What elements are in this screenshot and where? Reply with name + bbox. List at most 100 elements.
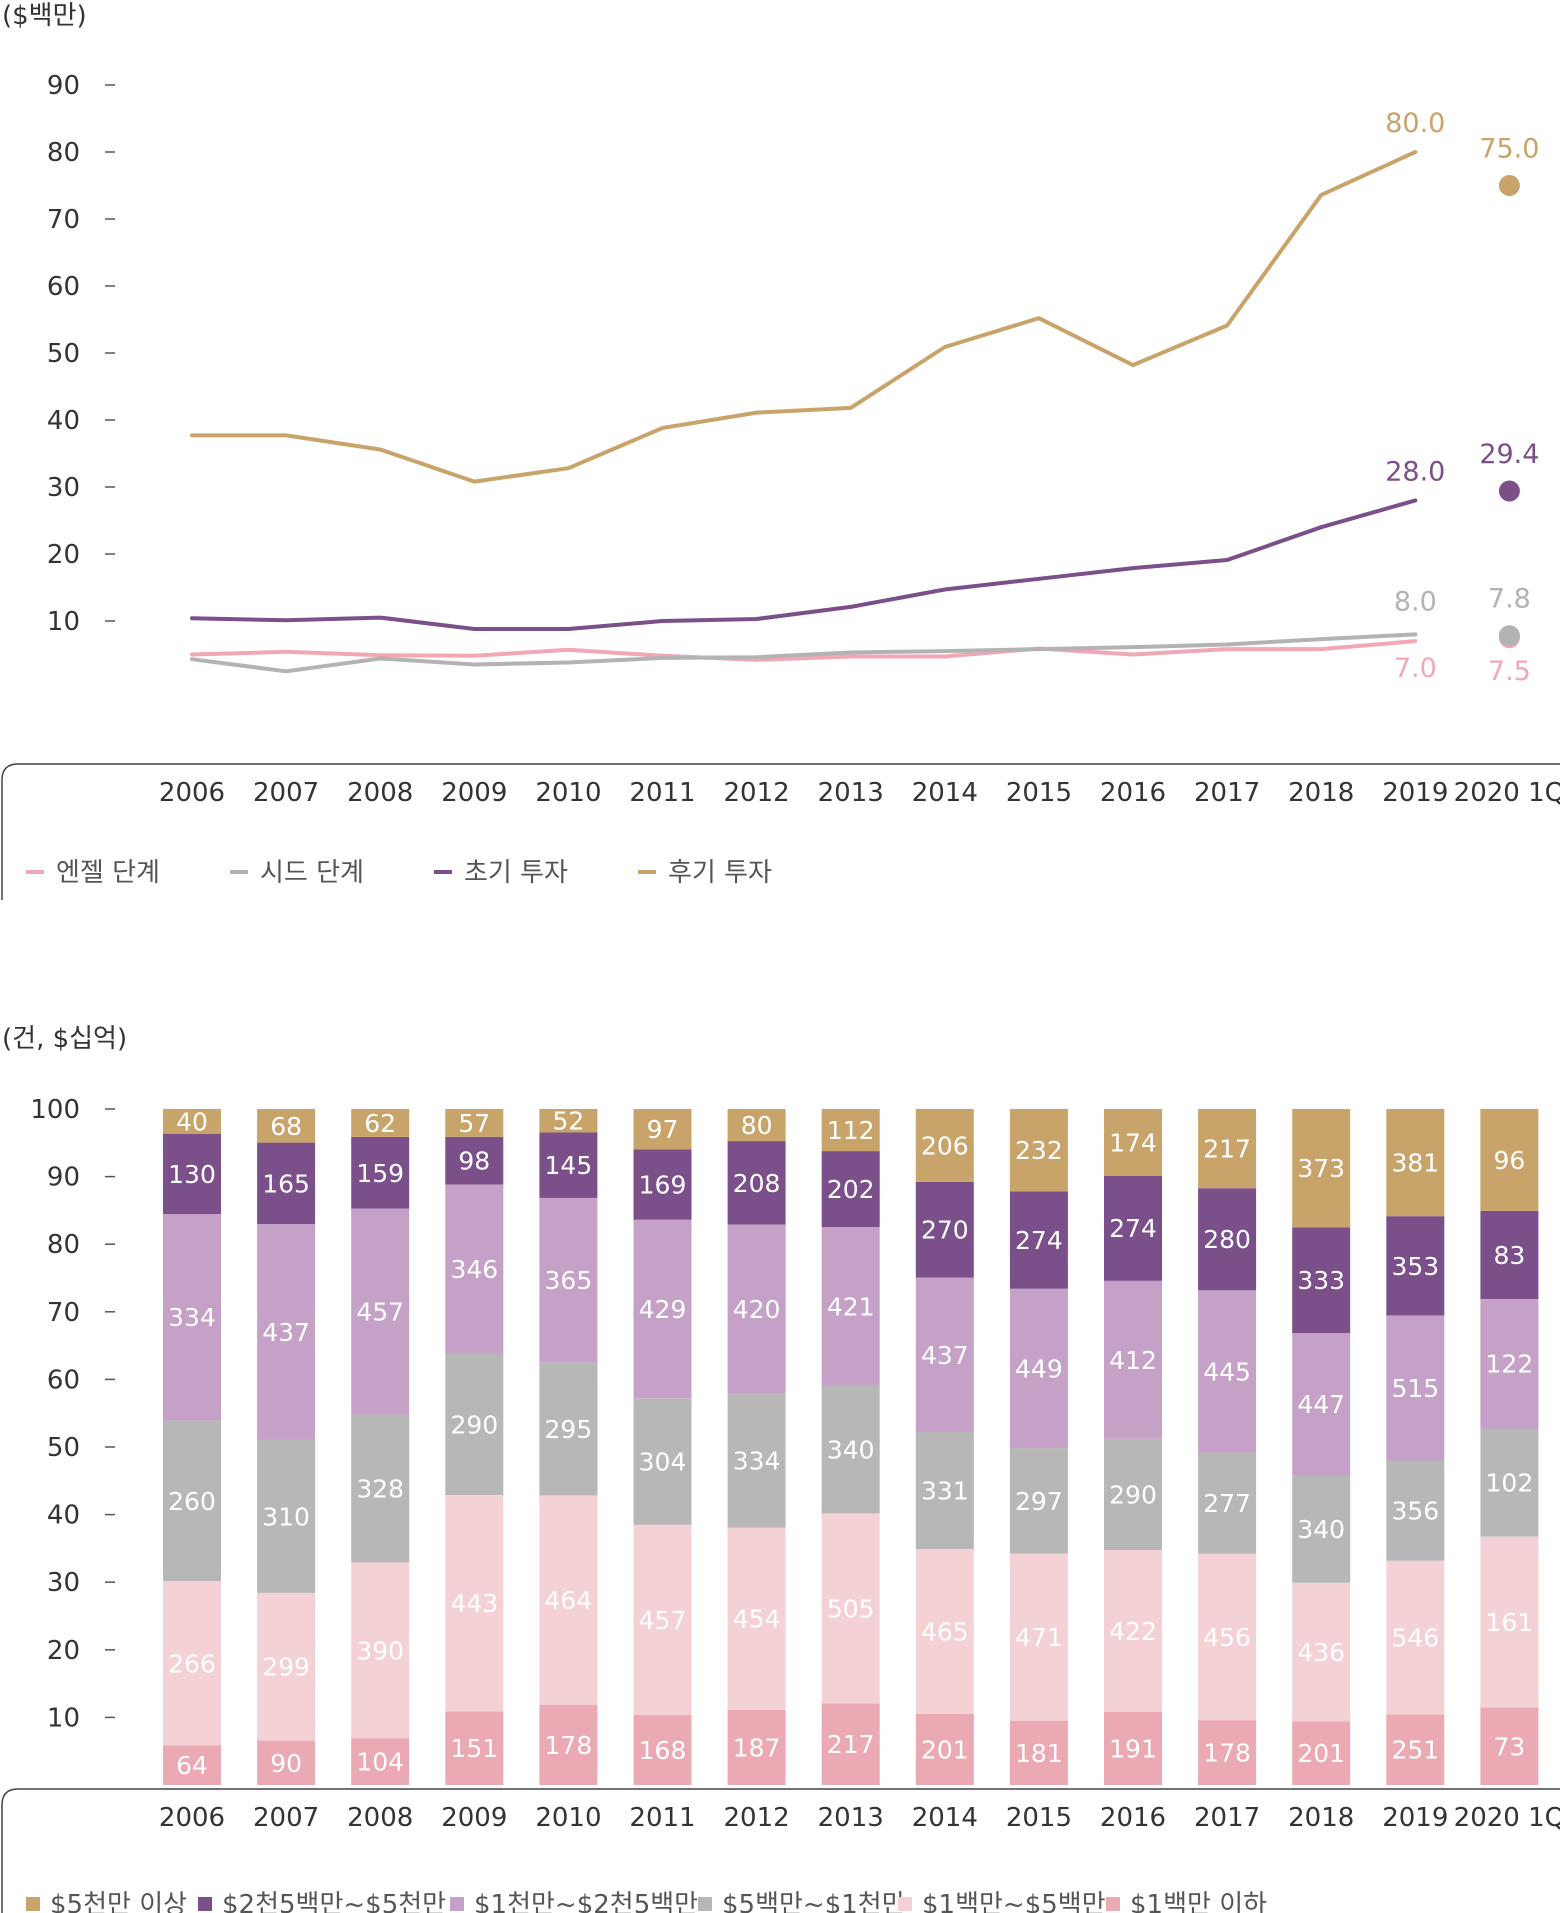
bar-segment-label: 331 (921, 1477, 969, 1506)
legend-swatch (198, 1897, 212, 1911)
x-tick-label: 2013 (818, 778, 884, 808)
bar-segment (163, 1581, 221, 1746)
bar-segment-label: 80 (741, 1111, 773, 1140)
bar-segment (1198, 1452, 1257, 1554)
y-tick-label: 90 (47, 71, 80, 101)
bar-segment (821, 1703, 880, 1785)
x-tick-label: 2007 (253, 778, 319, 808)
bar-segment (1104, 1438, 1162, 1550)
bar-segment-label: 201 (1297, 1739, 1345, 1768)
bar-segment (351, 1562, 410, 1739)
bar-segment-label: 353 (1391, 1252, 1439, 1281)
bar-segment-label: 280 (1203, 1225, 1251, 1254)
bar-segment-label: 421 (827, 1292, 875, 1321)
bar-segment-label: 297 (1015, 1487, 1063, 1516)
bar-segment (1292, 1227, 1351, 1334)
y-tick-label: 60 (47, 1365, 80, 1395)
bar-segment-label: 202 (827, 1175, 875, 1204)
bar-segment (1104, 1175, 1162, 1281)
bar-segment-label: 471 (1015, 1623, 1063, 1652)
bar-segment-label: 447 (1297, 1390, 1345, 1419)
y-tick-label: 20 (47, 1636, 80, 1666)
x-tick-label: 2010 (535, 1803, 601, 1833)
bar-segment (633, 1219, 692, 1399)
bar-segment-label: 274 (1109, 1214, 1157, 1243)
bar-segment-label: 457 (639, 1606, 687, 1635)
y-tick-label: 10 (47, 607, 80, 637)
bar-segment (351, 1136, 410, 1209)
x-tick-label: 2009 (441, 1803, 507, 1833)
bar-segment (1104, 1711, 1162, 1785)
x-tick-label: 2010 (535, 778, 601, 808)
bar-segment-label: 449 (1015, 1354, 1063, 1383)
y-tick-label: 70 (47, 1298, 80, 1328)
legend-label: $1천만~$2천5백만 (474, 1890, 698, 1913)
bar-segment-label: 445 (1203, 1358, 1251, 1387)
bar-segment (821, 1513, 880, 1704)
x-tick-label: 2016 (1100, 1803, 1166, 1833)
legend-label: $2천5백만~$5천만 (222, 1890, 446, 1913)
y-tick-label: 50 (47, 1433, 80, 1463)
line-chart-unit-label: ($백만) (2, 1, 87, 31)
legend-label: $1백만 이하 (1130, 1890, 1267, 1913)
bar-segment-label: 97 (647, 1115, 679, 1144)
bar-segment-label: 187 (733, 1733, 781, 1762)
bar-segment-label: 340 (1297, 1515, 1345, 1544)
bar-segment (257, 1740, 316, 1785)
bar-segment (351, 1414, 410, 1563)
bar-segment-label: 334 (733, 1447, 781, 1476)
bar-segment (1009, 1109, 1068, 1192)
line-chart-series (190, 150, 1520, 674)
line-chart-x-axis: 2006 2007 2008 2009 2010 2011 2012 2013 2014 2015… (159, 778, 1560, 808)
point-value-label: 7.5 (1488, 656, 1531, 687)
bar-segment-label: 165 (262, 1169, 310, 1198)
line-chart-labels: 7.0 7.5 8.0 7.8 28.0 29.4 80.0 75.0 (1385, 108, 1539, 687)
bar-segment (915, 1549, 974, 1714)
bar-segment-label: 83 (1493, 1241, 1525, 1270)
bar-segment (1292, 1474, 1351, 1583)
bar-segment-label: 52 (552, 1107, 584, 1136)
bar-segment-label: 112 (827, 1116, 875, 1145)
x-tick-label: 2020 1Q (1454, 778, 1560, 808)
x-tick-label: 2020 1Q (1454, 1803, 1560, 1833)
bar-segment (163, 1745, 221, 1785)
x-tick-label: 2007 (253, 1803, 319, 1833)
bar-segment-label: 443 (450, 1589, 498, 1618)
bar-segment-label: 232 (1015, 1136, 1063, 1165)
bar-segment (539, 1704, 598, 1785)
x-tick-label: 2011 (629, 1803, 695, 1833)
bar-segment (1480, 1707, 1539, 1785)
bar-segment (257, 1142, 316, 1225)
bar-segment-label: 505 (827, 1594, 875, 1623)
y-tick-label: 40 (47, 406, 80, 436)
bar-segment (821, 1227, 880, 1386)
forecast-point (1498, 625, 1520, 647)
bar-segment-label: 437 (262, 1318, 310, 1347)
bar-segment-label: 340 (827, 1435, 875, 1464)
x-tick-label: 2014 (912, 1803, 978, 1833)
bar-segment (539, 1132, 598, 1198)
bar-segment-label: 260 (168, 1487, 216, 1516)
bar-segment-label: 373 (1297, 1154, 1345, 1183)
bar-segment-label: 68 (270, 1112, 302, 1141)
bar-segment-label: 304 (639, 1448, 687, 1477)
bar-segment (351, 1208, 410, 1415)
bar-segment (1480, 1299, 1539, 1429)
x-tick-label: 2014 (912, 778, 978, 808)
legend-swatch (26, 1897, 40, 1911)
bar-segment (633, 1398, 692, 1525)
bar-segment-label: 290 (450, 1410, 498, 1439)
bar-segment (1009, 1553, 1068, 1721)
bar-segment-label: 437 (921, 1341, 969, 1370)
bar-segment (1292, 1333, 1351, 1475)
bar-segment (445, 1495, 504, 1712)
bar-segment (1480, 1210, 1539, 1299)
bar-segment-label: 464 (545, 1586, 593, 1615)
bar-segment (445, 1184, 504, 1354)
forecast-point (1498, 175, 1520, 196)
bar-segment-label: 64 (176, 1751, 208, 1780)
y-tick-label: 30 (47, 1568, 80, 1598)
bar-segment (1292, 1109, 1351, 1228)
bar-chart-x-axis: 2006 2007 2008 2009 2010 2011 2012 2013 2014 2015… (159, 1803, 1560, 1833)
bar-segment (727, 1393, 786, 1528)
